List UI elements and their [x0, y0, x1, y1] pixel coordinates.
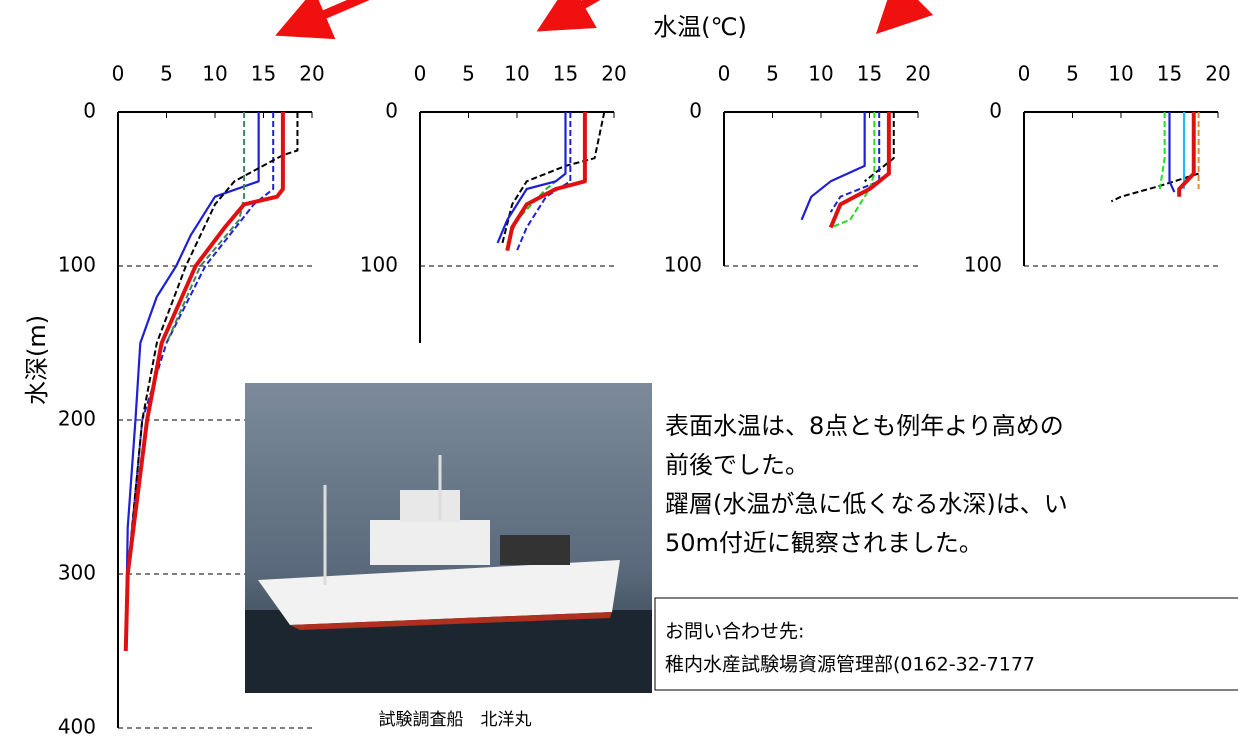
x-tick-label: 5	[766, 62, 779, 86]
x-tick-label: 5	[160, 62, 173, 86]
y-tick-label: 0	[689, 99, 702, 123]
x-axis-title: 水温(℃)	[653, 13, 747, 41]
x-tick-label: 5	[1066, 62, 1079, 86]
profile-line	[501, 111, 606, 244]
x-tick-label: 20	[299, 62, 324, 86]
x-tick-label: 15	[1157, 62, 1182, 86]
profile-line	[124, 112, 275, 652]
note-line: 躍層(水温が急に低くなる水深)は、い	[665, 490, 1068, 518]
x-tick-label: 15	[251, 62, 276, 86]
contact-body: 稚内水産試験場資源管理部(0162-32-7177	[665, 654, 1035, 676]
profile-line	[1110, 172, 1199, 203]
y-tick-label: 100	[360, 253, 398, 277]
note: 表面水温は、8点とも例年より高めの 前後でした。 躍層(水温が急に低くなる水深)…	[665, 412, 1068, 557]
note-line: 50m付近に観察されました。	[665, 529, 983, 557]
profile-line	[864, 112, 895, 183]
x-tick-label: 10	[1108, 62, 1133, 86]
x-tick-label: 0	[414, 62, 427, 86]
y-tick-label: 100	[964, 253, 1002, 277]
x-tick-label: 10	[202, 62, 227, 86]
note-line: 前後でした。	[665, 451, 809, 479]
y-tick-label: 0	[83, 99, 96, 123]
x-tick-label: 20	[905, 62, 930, 86]
y-tick-label: 0	[385, 99, 398, 123]
contact-box	[654, 597, 1238, 691]
x-tick-label: 5	[462, 62, 475, 86]
profile-line	[516, 112, 572, 251]
x-tick-label: 20	[1205, 62, 1230, 86]
x-tick-label: 10	[808, 62, 833, 86]
y-tick-label: 300	[58, 561, 96, 585]
x-tick-label: 0	[718, 62, 731, 86]
y-tick-label: 100	[58, 253, 96, 277]
x-tick-label: 20	[601, 62, 626, 86]
y-tick-label: 200	[58, 407, 96, 431]
arrows	[275, 0, 934, 40]
x-tick-label: 15	[857, 62, 882, 86]
profile-line	[126, 112, 299, 575]
y-tick-label: 400	[58, 715, 96, 739]
photo-caption: 試験調査船 北洋丸	[379, 710, 532, 730]
profile-line	[1177, 112, 1196, 197]
x-tick-label: 15	[553, 62, 578, 86]
profile-line	[1158, 112, 1166, 190]
note-line: 表面水温は、8点とも例年より高めの	[665, 412, 1064, 440]
profile-line	[124, 112, 260, 652]
y-axis-title: 水深(m)	[23, 315, 51, 405]
profile-line	[800, 112, 866, 221]
x-tick-label: 0	[1018, 62, 1031, 86]
x-tick-label: 10	[504, 62, 529, 86]
contact-title: お問い合わせ先:	[665, 621, 804, 643]
profile-line	[505, 112, 587, 252]
y-tick-label: 0	[989, 99, 1002, 123]
profile-line	[496, 112, 567, 244]
photo	[245, 383, 652, 693]
profile-line	[1168, 112, 1176, 193]
profile-line	[828, 112, 891, 229]
profile-line	[123, 112, 285, 652]
profile-line	[165, 112, 246, 344]
x-tick-label: 0	[112, 62, 125, 86]
profile-line	[829, 112, 881, 213]
y-tick-label: 100	[664, 253, 702, 277]
